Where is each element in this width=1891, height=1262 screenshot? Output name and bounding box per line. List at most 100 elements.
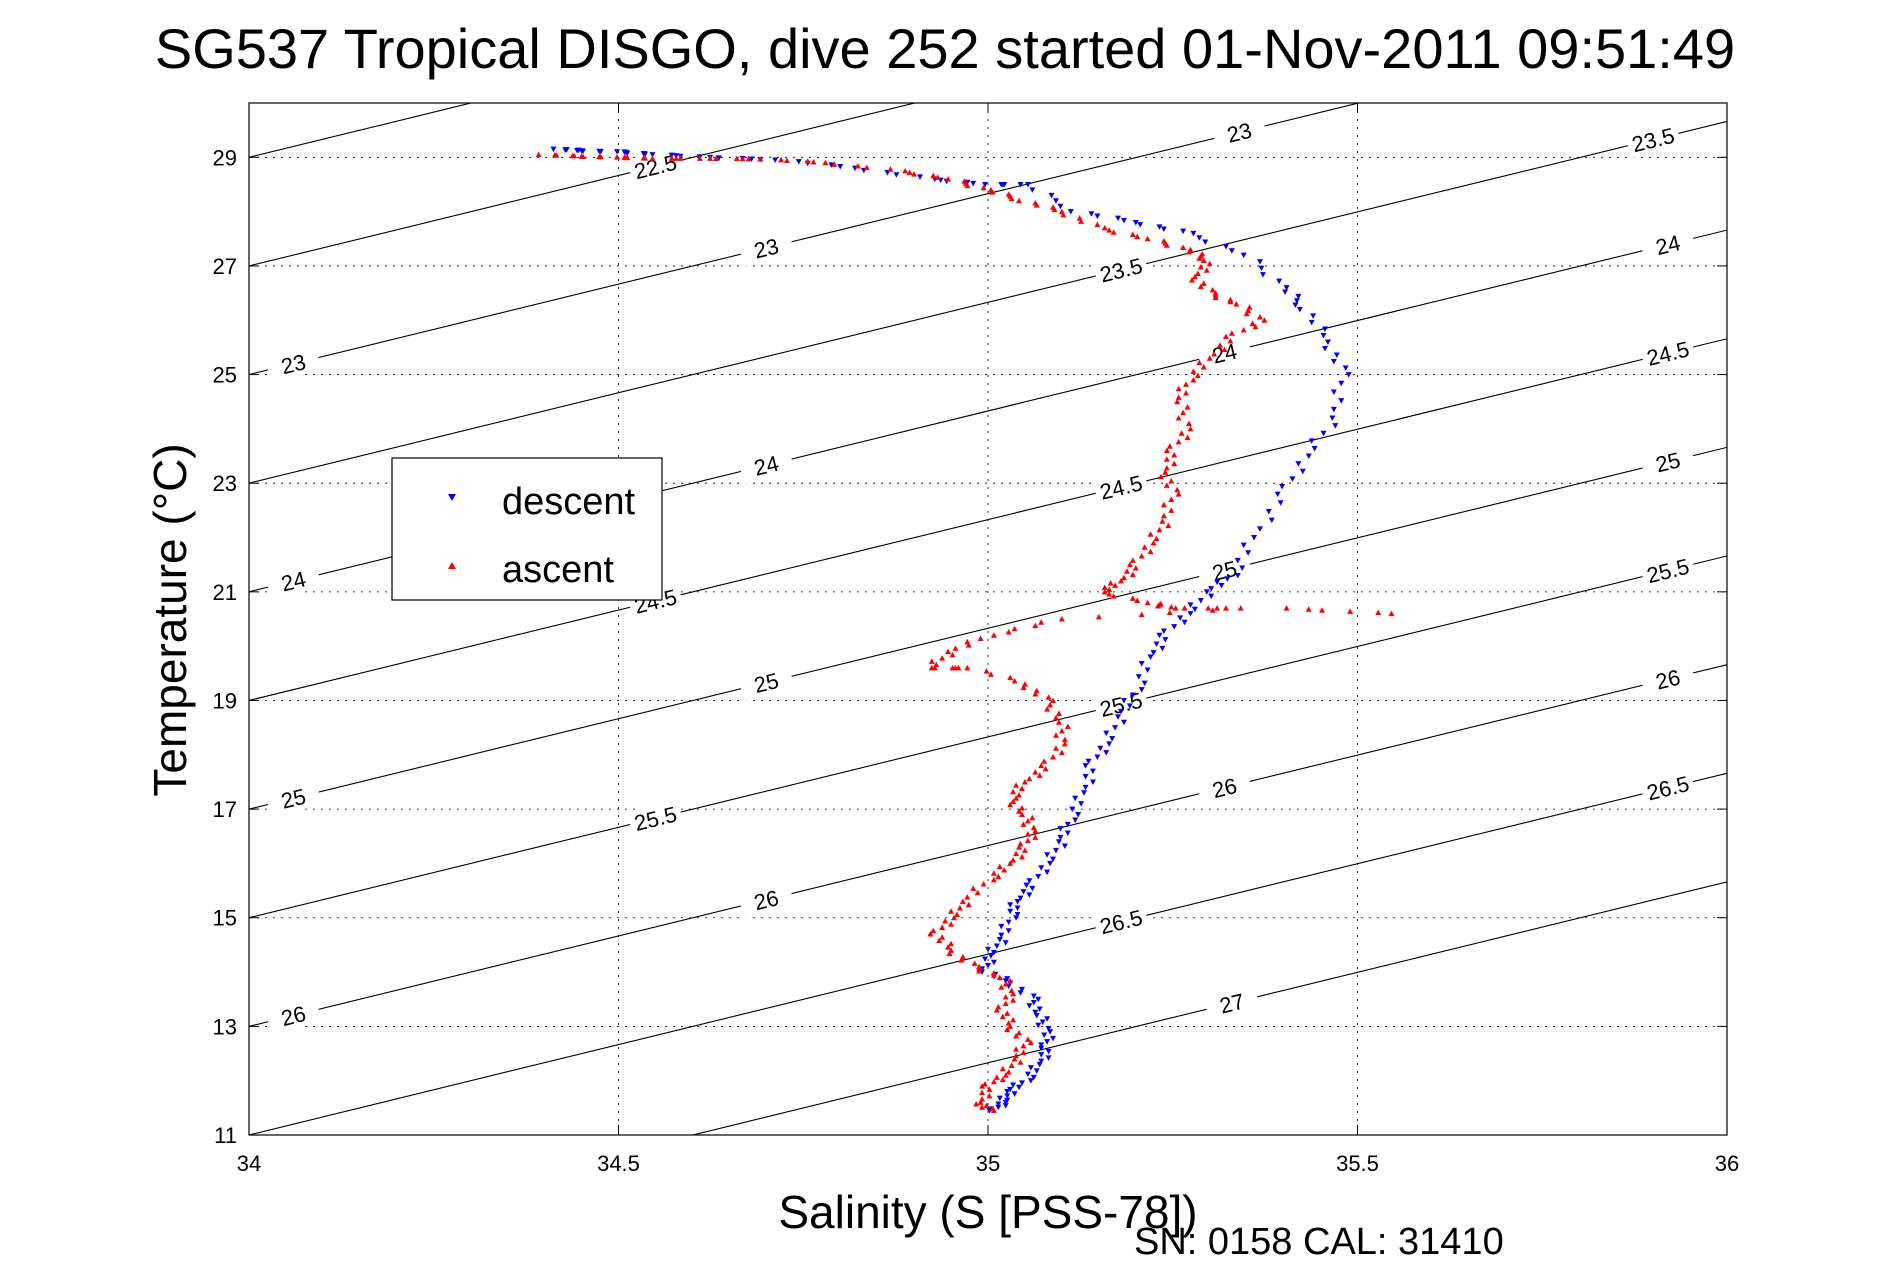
descent-point (1333, 352, 1340, 359)
ascent-point (1024, 1036, 1031, 1042)
ascent-point (1174, 486, 1181, 493)
contour-label: 23 (279, 349, 309, 379)
ascent-point (624, 154, 631, 161)
ascent-point (986, 1086, 993, 1092)
descent-point (1147, 654, 1154, 661)
ascent-point (939, 934, 946, 940)
ascent-point (1106, 586, 1113, 593)
descent-point (1017, 990, 1024, 996)
x-tick-label: 35 (976, 1151, 1000, 1176)
ascent-point (990, 632, 997, 638)
descent-point (1047, 1029, 1054, 1035)
ascent-point (990, 1078, 997, 1085)
descent-point (1005, 919, 1012, 926)
contour-label-bg (264, 996, 322, 1035)
contour-label: 23 (752, 233, 782, 263)
ascent-point (964, 894, 971, 900)
ascent-point (906, 169, 913, 176)
descent-point (1268, 517, 1275, 524)
isopycnal-line (249, 772, 1727, 1135)
ascent-point (1190, 368, 1197, 374)
descent-point (1234, 557, 1241, 564)
ascent-point (1190, 377, 1197, 383)
ascent-point (945, 648, 952, 655)
descent-point (1156, 632, 1163, 639)
descent-point (1310, 313, 1317, 319)
descent-point (1035, 873, 1042, 880)
descent-point (1138, 687, 1145, 693)
descent-point (1014, 911, 1021, 918)
ascent-point (1240, 327, 1247, 333)
ascent-point (976, 967, 983, 974)
contour-label: 26 (1210, 773, 1240, 803)
descent-point (1228, 248, 1235, 254)
ascent-point (945, 944, 952, 950)
ascent-point (902, 167, 909, 174)
contour-label: 24 (279, 566, 309, 596)
ascent-point (1032, 690, 1039, 697)
descent-point (1187, 611, 1194, 617)
contour-label-bg (1092, 468, 1150, 506)
ascent-point (1008, 195, 1015, 202)
contour-label-bg (1639, 443, 1697, 481)
descent-point (1296, 306, 1303, 313)
descent-point (1072, 817, 1079, 823)
ascent-point (990, 1107, 997, 1114)
x-tick-label: 34 (237, 1151, 261, 1176)
descent-point (1039, 1019, 1046, 1026)
descent-point (1277, 500, 1284, 506)
ascent-point (1038, 762, 1045, 769)
descent-point (1289, 476, 1296, 482)
descent-point (1002, 1099, 1009, 1106)
ascent-point (1134, 597, 1141, 604)
descent-point (1338, 398, 1345, 404)
ascent-point (1021, 847, 1028, 853)
ascent-point (778, 156, 785, 163)
descent-point (1258, 265, 1265, 272)
descent-point (1208, 586, 1215, 592)
ascent-point (1044, 706, 1051, 712)
ascent-point (939, 655, 946, 661)
ascent-point (1186, 248, 1193, 255)
descent-point (1112, 725, 1119, 731)
legend-label-descent: descent (502, 481, 636, 523)
descent-point (1036, 1006, 1043, 1012)
ascent-point (977, 635, 984, 642)
ascent-point (930, 927, 937, 934)
ascent-point (1200, 363, 1207, 370)
descent-point (1057, 826, 1064, 832)
descent-point (1332, 423, 1339, 429)
descent-point (1202, 239, 1209, 246)
ascent-point (1178, 430, 1185, 436)
descent-point (1033, 1068, 1040, 1074)
isopycnal-line (249, 664, 1727, 1027)
descent-point (1120, 697, 1127, 704)
ascent-point (1120, 574, 1127, 581)
ascent-point (1166, 609, 1173, 615)
descent-point (1256, 526, 1263, 532)
y-tick-label: 13 (213, 1014, 237, 1039)
descent-point (1027, 1065, 1034, 1071)
ascent-point (1007, 1023, 1014, 1029)
ascent-point (1157, 473, 1164, 480)
ascent-point (946, 950, 953, 957)
ascent-point (1016, 1029, 1023, 1036)
descent-point (998, 932, 1005, 939)
descent-point (1324, 339, 1331, 345)
descent-point (1115, 215, 1122, 222)
descent-point (1044, 1016, 1051, 1022)
ascent-point (1101, 584, 1108, 590)
ascent-point (1007, 801, 1014, 808)
descent-point (1064, 830, 1071, 837)
descent-point (1156, 224, 1163, 230)
ascent-point (1013, 850, 1020, 857)
ascent-point (936, 937, 943, 944)
ascent-point (1205, 605, 1212, 611)
descent-point (1017, 895, 1024, 902)
legend-marker-ascent (448, 562, 456, 569)
descent-point (1047, 860, 1054, 867)
descent-point (998, 923, 1005, 930)
descent-point (1057, 834, 1064, 841)
descent-point (1120, 719, 1127, 726)
ascent-point (1144, 599, 1151, 606)
